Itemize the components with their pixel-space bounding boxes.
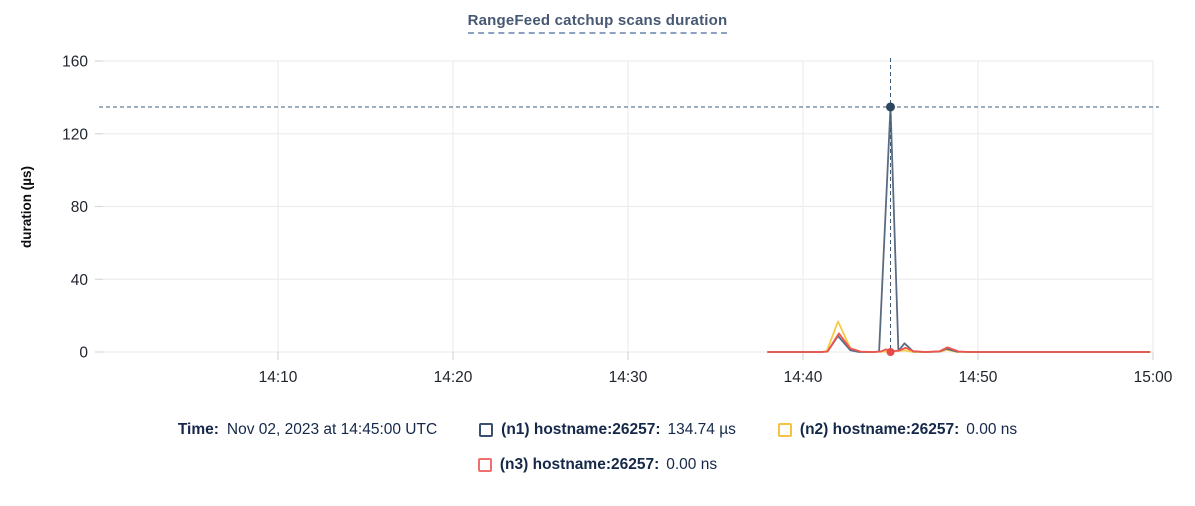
legend-row-1: Time: Nov 02, 2023 at 14:45:00 UTC (n1) … <box>0 419 1195 441</box>
legend-time-label: Time: <box>177 421 219 438</box>
legend-item-name: (n1) hostname:26257: <box>501 421 661 438</box>
series-n1-checkbox-icon[interactable] <box>479 423 494 437</box>
hover-marker-n1 <box>886 102 895 112</box>
x-tick-label: 15:00 <box>1134 369 1173 386</box>
legend-item-n3[interactable]: (n3) hostname:26257: 0.00 ns <box>477 454 718 476</box>
series-n2-checkbox-icon[interactable] <box>777 423 792 437</box>
x-tick-label: 14:40 <box>784 369 823 386</box>
legend-item-value: 0.00 ns <box>666 456 718 473</box>
hover-marker-n3 <box>886 348 895 356</box>
y-tick-label: 120 <box>62 126 88 143</box>
legend-time-value: Nov 02, 2023 at 14:45:00 UTC <box>226 421 438 438</box>
y-axis-label: duration (µs) <box>19 166 34 248</box>
chart-title-row: RangeFeed catchup scans duration <box>0 12 1195 34</box>
x-tick-label: 14:50 <box>959 369 998 386</box>
chart-title[interactable]: RangeFeed catchup scans duration <box>467 12 728 34</box>
legend-time: Time: Nov 02, 2023 at 14:45:00 UTC <box>178 419 437 441</box>
x-tick-label: 14:30 <box>609 369 648 386</box>
legend-item-value: 134.74 µs <box>667 421 736 438</box>
series-line-n2 <box>767 320 1151 353</box>
x-tick-label: 14:20 <box>434 369 473 386</box>
series-line-n1 <box>767 106 1151 353</box>
duration-chart-plot[interactable]: 0 40 80 120 160 14:10 14:20 14:30 14:40 14:50 15:0… <box>0 0 1195 400</box>
chart-legend: Time: Nov 02, 2023 at 14:45:00 UTC (n1) … <box>0 419 1195 476</box>
y-tick-label: 160 <box>62 54 88 71</box>
legend-item-value: 0.00 ns <box>966 421 1018 438</box>
y-tick-label: 0 <box>79 345 88 362</box>
x-tick-label: 14:10 <box>259 369 298 386</box>
legend-item-name: (n2) hostname:26257: <box>799 421 960 438</box>
y-tick-label: 40 <box>71 272 89 289</box>
legend-item-n1[interactable]: (n1) hostname:26257: 134.74 µs <box>479 419 736 441</box>
legend-item-n2[interactable]: (n2) hostname:26257: 0.00 ns <box>777 419 1018 441</box>
series-line-n3 <box>767 332 1151 353</box>
series-n3-checkbox-icon[interactable] <box>477 458 492 472</box>
legend-item-name: (n3) hostname:26257: <box>499 456 660 473</box>
legend-row-2: (n3) hostname:26257: 0.00 ns <box>0 454 1195 476</box>
y-tick-label: 80 <box>71 199 89 216</box>
